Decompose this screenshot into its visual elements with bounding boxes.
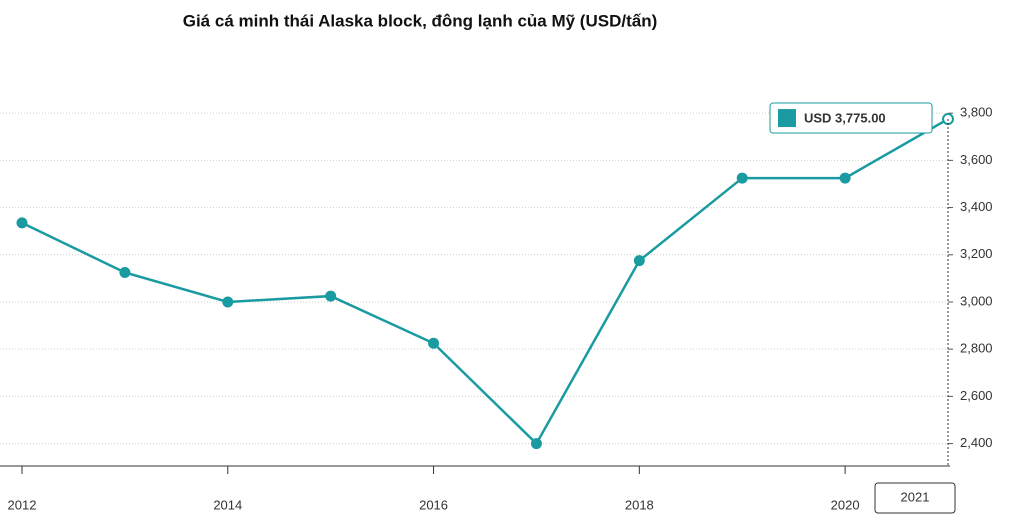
- tooltip-swatch: [778, 109, 796, 128]
- point: [530, 438, 542, 450]
- y-tick-label: 3,400: [960, 199, 993, 214]
- crosshair-label-box: [874, 482, 956, 514]
- y-tick-label: 2,400: [960, 435, 993, 450]
- x-tick-label: 2018: [625, 497, 654, 512]
- point: [633, 255, 645, 267]
- tooltip-box: [769, 102, 933, 134]
- x-tick-label: 2012: [8, 497, 37, 512]
- y-tick-label: 3,800: [960, 105, 993, 120]
- y-tick-label: 2,800: [960, 341, 993, 356]
- crosshair-label: 2021: [901, 489, 930, 504]
- point: [428, 337, 440, 349]
- y-tick-label: 3,600: [960, 152, 993, 167]
- point: [736, 172, 748, 184]
- tooltip-label: USD 3,775.00: [804, 110, 886, 125]
- point: [222, 296, 234, 308]
- y-tick-label: 3,000: [960, 293, 993, 308]
- y-tick-label: 3,200: [960, 246, 993, 261]
- point: [16, 217, 28, 229]
- point: [119, 266, 131, 278]
- chart-title: Giá cá minh thái Alaska block, đông lạnh…: [183, 11, 658, 30]
- point: [325, 290, 337, 302]
- x-tick-label: 2020: [831, 497, 860, 512]
- point: [839, 172, 851, 184]
- x-tick-label: 2014: [213, 497, 242, 512]
- line: [21, 117, 949, 446]
- y-tick-label: 2,600: [960, 388, 993, 403]
- x-tick-label: 2016: [419, 497, 448, 512]
